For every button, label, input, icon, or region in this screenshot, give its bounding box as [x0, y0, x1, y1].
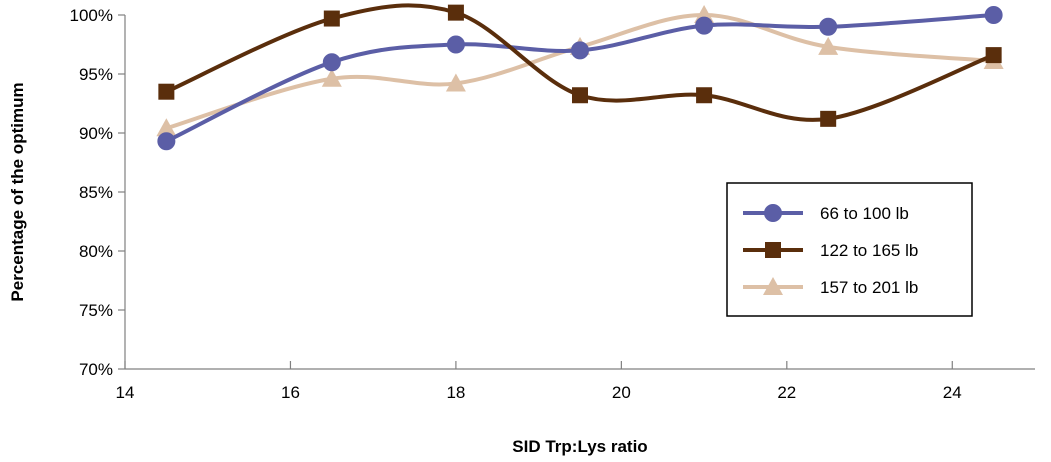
data-point: [323, 10, 340, 27]
legend-item: 122 to 165 lb: [743, 241, 918, 260]
y-tick-label: 75%: [79, 301, 113, 320]
data-point: [158, 83, 175, 100]
y-tick-label: 80%: [79, 242, 113, 261]
y-tick-label: 90%: [79, 124, 113, 143]
data-point: [572, 87, 588, 104]
legend-marker: [764, 204, 782, 222]
data-point: [818, 36, 839, 55]
x-tick-label: 22: [777, 383, 796, 402]
data-point: [820, 110, 837, 127]
tick-labels: 70% 75% 80% 85% 90% 95% 100% 14 16 18 20 22 24: [70, 6, 962, 402]
legend: 66 to 100 lb 122 to 165 lb 157 to 201 lb: [726, 182, 973, 317]
data-point: [157, 132, 176, 151]
data-point: [321, 68, 342, 87]
x-axis-title: SID Trp:Lys ratio: [512, 437, 647, 456]
y-tick-label: 95%: [79, 65, 113, 84]
legend-item: 66 to 100 lb: [743, 204, 909, 223]
x-tick-label: 14: [116, 383, 135, 402]
data-point: [571, 41, 589, 60]
legend-marker: [763, 277, 783, 295]
data-point: [819, 17, 838, 36]
data-point: [445, 73, 466, 92]
data-point: [447, 4, 464, 21]
y-tick-label: 85%: [79, 183, 113, 202]
data-point: [156, 118, 177, 137]
series-layer: [156, 3, 1004, 151]
series-1: [158, 3, 1002, 127]
data-point: [985, 47, 1002, 64]
data-point: [695, 16, 714, 35]
data-point: [984, 6, 1003, 24]
legend-label: 66 to 100 lb: [820, 204, 909, 223]
data-point: [322, 53, 341, 72]
y-tick-label: 100%: [70, 6, 113, 25]
y-tick-label: 70%: [79, 360, 113, 379]
y-axis-title: Percentage of the optimum: [8, 82, 27, 301]
x-tick-label: 20: [612, 383, 631, 402]
x-tick-label: 24: [943, 383, 962, 402]
legend-label: 157 to 201 lb: [820, 278, 918, 297]
tick-marks: [118, 14, 953, 370]
legend-item: 157 to 201 lb: [743, 277, 918, 297]
legend-marker: [765, 242, 781, 258]
x-tick-label: 18: [446, 383, 465, 402]
x-tick-label: 16: [281, 383, 300, 402]
series-0: [157, 6, 1003, 151]
legend-label: 122 to 165 lb: [820, 241, 918, 260]
data-point: [446, 35, 465, 54]
data-point: [696, 87, 713, 104]
